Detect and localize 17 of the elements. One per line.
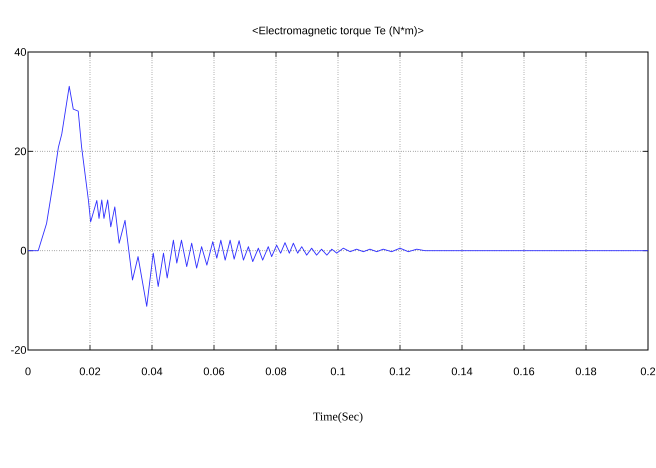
x-tick-label: 0.02 — [80, 368, 100, 376]
x-tick-label: 0.2 — [640, 368, 656, 376]
y-tick-label: 0 — [20, 246, 26, 255]
y-tick-label: -20 — [11, 346, 26, 354]
x-tick-label: 0.18 — [576, 368, 596, 376]
x-axis-title: Time(Sec) — [313, 412, 363, 423]
x-tick-label: 0.04 — [142, 368, 162, 376]
y-tick-label: 20 — [14, 147, 26, 156]
x-tick-label: 0.12 — [390, 368, 410, 376]
y-tick-label: 40 — [14, 48, 26, 56]
line-series — [28, 86, 648, 307]
x-tick-label: 0.06 — [204, 368, 224, 376]
x-tick-label: 0.14 — [452, 368, 472, 376]
x-tick-label: 0.1 — [330, 368, 346, 376]
chart-title: <Electromagnetic torque Te (N*m)> — [252, 26, 424, 36]
x-tick-label: 0.16 — [514, 368, 534, 376]
x-tick-label: 0.08 — [266, 368, 286, 376]
